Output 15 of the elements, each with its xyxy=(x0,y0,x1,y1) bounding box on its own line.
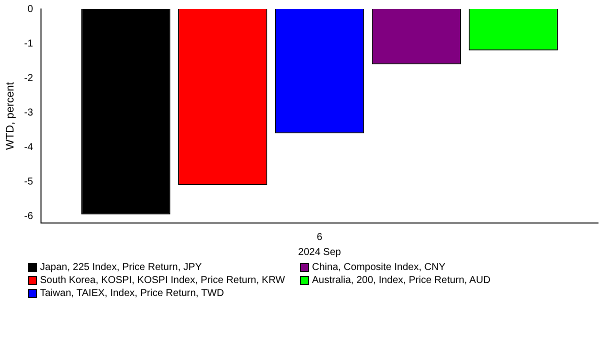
y-tick-label: -1 xyxy=(24,38,34,50)
y-tick-label: 0 xyxy=(28,4,34,15)
x-axis-title: 2024 Sep xyxy=(298,246,342,258)
legend-label: Australia, 200, Index, Price Return, AUD xyxy=(311,275,492,286)
y-tick-label: -5 xyxy=(24,176,34,188)
x-tick-label: 6 xyxy=(316,232,323,243)
y-tick-label: -3 xyxy=(24,107,34,118)
y-tick-label: -6 xyxy=(24,210,34,222)
y-axis-title: WTD, percent xyxy=(4,82,17,150)
y-tick-label: -2 xyxy=(24,72,34,84)
legend-label: Japan, 225 Index, Price Return, JPY xyxy=(39,262,203,273)
legend-label: South Korea, KOSPI, KOSPI Index, Price Return, KRW xyxy=(39,275,286,286)
legend-label: China, Composite Index, CNY xyxy=(311,262,446,273)
y-tick-label: -4 xyxy=(24,142,34,153)
legend-label: Taiwan, TAIEX, Index, Price Return, TWD xyxy=(39,288,225,299)
